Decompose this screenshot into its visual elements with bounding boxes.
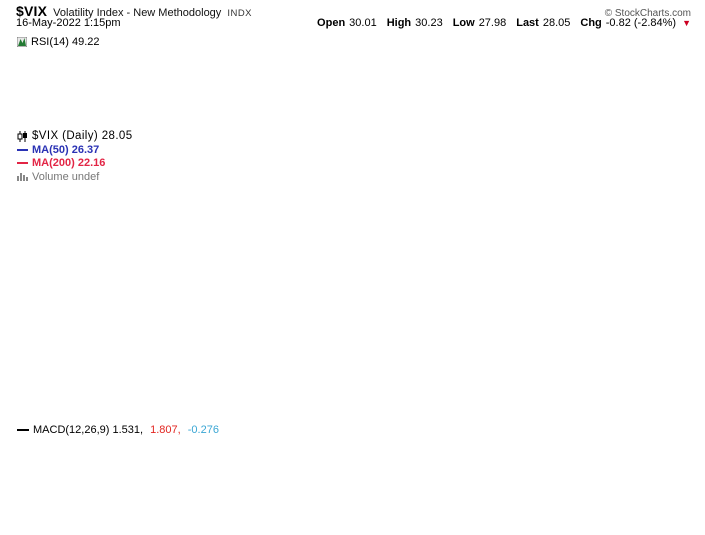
chg-value: -0.82 (-2.84%) [605,17,677,29]
last-value: 28.05 [542,17,571,29]
high-label: High [386,17,412,29]
copyright-link[interactable]: © StockCharts.com [604,8,691,19]
symbol-description: Volatility Index - New Methodology [53,7,222,19]
chg-label: Chg [580,17,602,29]
exchange-label: INDX [227,8,253,19]
quote-row: 16-May-2022 1:15pm Open 30.01 High 30.23 L… [16,17,691,29]
chg-dropdown-icon[interactable]: ▼ [682,18,691,28]
datetime-label: 16-May-2022 1:15pm [16,17,121,29]
symbol-title: $VIX [16,3,48,19]
low-label: Low [452,17,475,29]
last-label: Last [516,17,539,29]
low-value: 27.98 [478,17,507,29]
ohlc-quote: Open 30.01 High 30.23 Low 27.98 Last 28.05 C… [311,17,691,29]
high-value: 30.23 [415,17,443,29]
open-label: Open [317,17,346,29]
chart-header: $VIX Volatility Index - New Methodology … [16,3,691,19]
open-value: 30.01 [349,17,377,29]
